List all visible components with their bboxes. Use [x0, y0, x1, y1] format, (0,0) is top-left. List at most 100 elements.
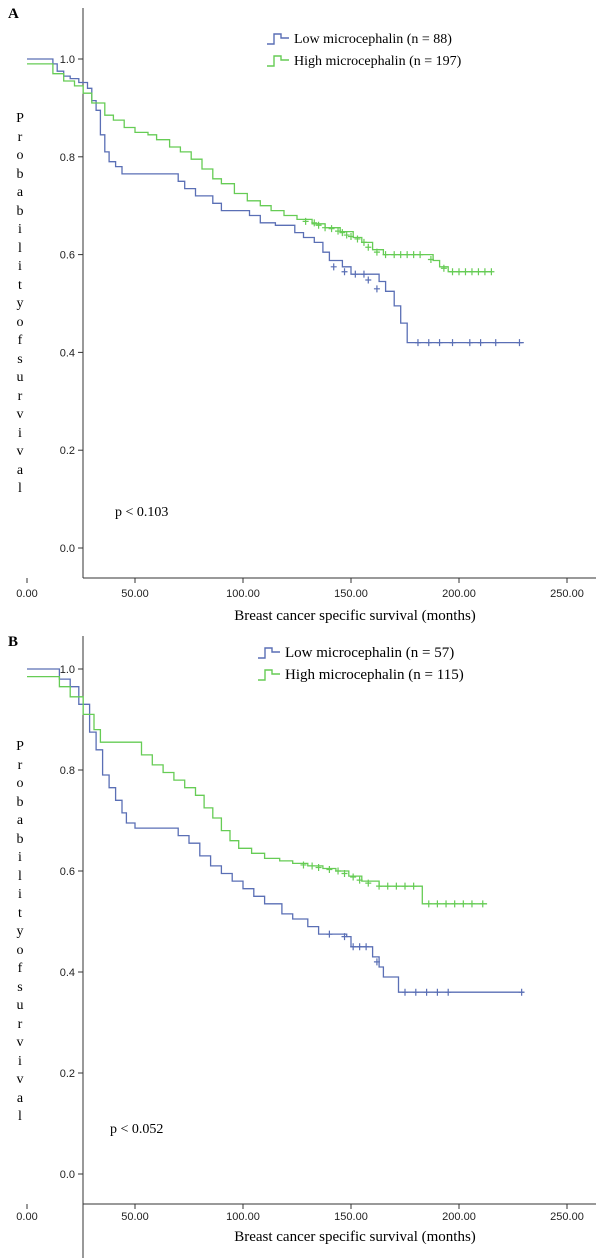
y-tick-label: 0.6: [60, 866, 75, 878]
high-censor-mark: [468, 900, 475, 908]
y-axis-label-letter: t: [18, 277, 22, 293]
y-axis-label-letter: b: [16, 166, 24, 182]
legend-high-swatch: [258, 669, 280, 681]
high-censor-mark: [410, 251, 417, 259]
y-tick-label: 0.8: [60, 152, 75, 164]
high-censor-mark: [384, 882, 391, 890]
high-censor-mark: [462, 268, 469, 276]
low-censor-mark: [363, 943, 370, 951]
high-censor-mark: [315, 863, 322, 871]
high-censor-mark: [376, 882, 383, 890]
low-censor-mark: [330, 263, 337, 271]
legend-low-swatch: [267, 33, 289, 45]
low-censor-mark: [356, 943, 363, 951]
high-censor-mark: [348, 233, 354, 241]
low-censor-mark: [445, 988, 452, 996]
y-axis-label-letter: s: [17, 979, 23, 995]
high-censor-mark: [343, 231, 350, 239]
x-tick-label: 100.00: [226, 588, 260, 600]
high-censor-mark: [425, 900, 432, 908]
x-tick-label: 100.00: [226, 1211, 260, 1223]
legend-low-swatch: [258, 647, 280, 659]
legend-high-swatch: [267, 55, 289, 67]
low-censor-mark: [492, 339, 499, 347]
high-censor-mark: [440, 264, 447, 272]
y-axis-label-letter: o: [16, 776, 24, 791]
high-censor-mark: [322, 224, 329, 232]
low-censor-mark: [365, 276, 372, 284]
high-censor-mark: [449, 268, 456, 276]
y-axis-label-letter: o: [16, 148, 24, 163]
low-series-line: [27, 668, 524, 993]
low-censor-mark: [434, 988, 441, 996]
y-axis-label-letter: y: [16, 296, 24, 311]
x-axis-label: Breast cancer specific survival (months): [234, 1229, 476, 1245]
high-censor-mark: [341, 870, 348, 878]
low-censor-mark: [360, 270, 367, 278]
high-censor-mark: [350, 873, 357, 881]
y-axis-label-letter: v: [16, 1035, 24, 1050]
y-axis-label-letter: u: [16, 370, 24, 385]
high-censor-mark: [481, 268, 488, 276]
low-censor-mark: [412, 988, 419, 996]
high-censor-mark: [456, 268, 462, 276]
high-censor-mark: [365, 243, 372, 251]
low-censor-mark: [373, 285, 380, 293]
y-axis-label-letter: P: [16, 111, 24, 126]
panel-b-label: B: [8, 634, 19, 650]
x-tick-label: 50.00: [121, 588, 149, 600]
survival-chart-a: 0.0 0.2 0.4 0.6 0.8 1.0 0.00 50.00 100.00 150.00 2…: [16, 8, 596, 624]
y-axis-label-letter: l: [18, 240, 22, 256]
low-censor-mark: [477, 339, 484, 347]
x-tick-label: 250.00: [550, 1211, 584, 1223]
high-censor-mark: [339, 229, 346, 237]
y-tick-label: 0.0: [60, 543, 75, 555]
legend-low-label: Low microcephalin (n = 88): [294, 32, 452, 47]
x-tick-label: 200.00: [442, 1211, 476, 1223]
x-tick-label: 150.00: [334, 588, 368, 600]
y-tick-label: 0.8: [60, 765, 75, 777]
high-censor-mark: [328, 225, 335, 233]
high-censor-mark: [443, 900, 450, 908]
y-tick-label: 0.4: [60, 967, 75, 979]
y-axis-label-letter: b: [16, 794, 24, 810]
y-axis-label-letter: i: [18, 850, 22, 865]
high-censor-mark: [488, 268, 495, 276]
y-axis-label-letter: v: [16, 1072, 24, 1087]
low-censor-mark: [466, 339, 473, 347]
y-axis-label-letter: f: [17, 333, 23, 348]
y-axis-label-letter: i: [18, 259, 22, 274]
high-censor-mark: [326, 865, 333, 873]
y-tick-label: 0.2: [60, 445, 75, 457]
legend-high-label: High microcephalin (n = 115): [285, 667, 464, 683]
high-censor-mark: [479, 900, 486, 908]
y-axis-label-letter: r: [17, 1016, 23, 1032]
y-axis-label-letter: r: [17, 757, 23, 773]
y-axis-label-letter: o: [16, 942, 24, 958]
high-series-line: [27, 675, 488, 905]
low-series-line: [27, 58, 524, 344]
y-axis-label-letter: r: [17, 129, 23, 145]
low-censor-mark: [516, 339, 523, 347]
high-censor-mark: [365, 879, 372, 887]
y-axis-label-letter: a: [16, 1090, 24, 1106]
x-tick-label: 250.00: [550, 588, 584, 600]
low-censor-mark: [341, 268, 348, 276]
y-axis-label-letter: u: [16, 998, 24, 1013]
y-axis-label-letter: i: [18, 425, 22, 441]
high-censor-mark: [427, 255, 434, 263]
high-censor-mark: [402, 882, 408, 890]
low-censor-mark: [373, 958, 380, 966]
y-tick-label: 0.4: [60, 347, 75, 359]
y-axis-label-letter: l: [18, 481, 22, 496]
p-value-annotation: p < 0.052: [110, 1122, 163, 1137]
low-censor-mark: [352, 270, 359, 278]
y-axis-label-letter: b: [16, 831, 24, 847]
high-censor-mark: [434, 900, 441, 908]
low-censor-mark: [518, 988, 525, 996]
high-censor-mark: [311, 219, 318, 227]
low-censor-mark: [423, 988, 430, 996]
x-tick-label: 50.00: [121, 1211, 149, 1223]
